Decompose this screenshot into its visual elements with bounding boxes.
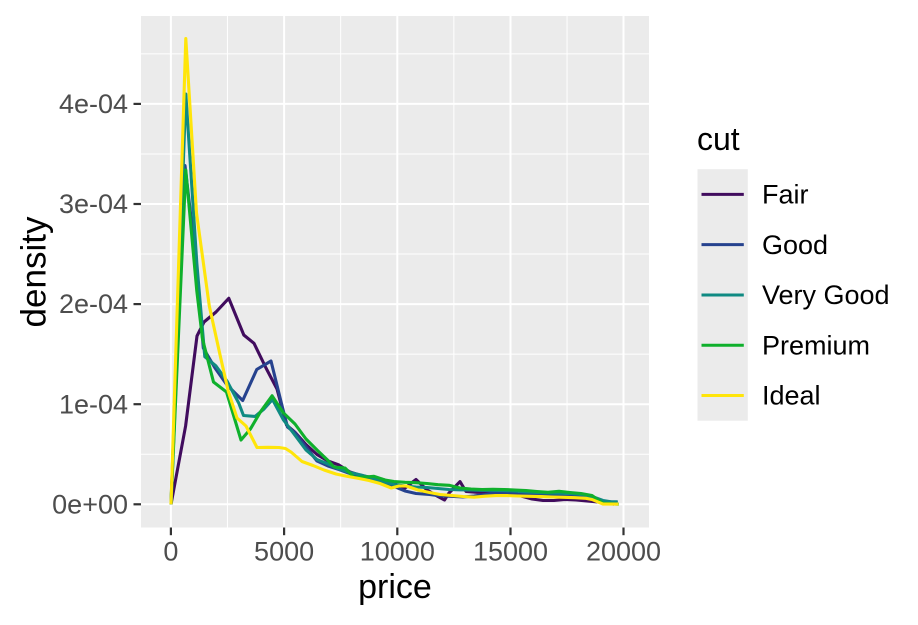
svg-text:4e-04: 4e-04 [59, 89, 128, 119]
svg-text:price: price [358, 568, 432, 606]
svg-text:1e-04: 1e-04 [59, 389, 128, 419]
svg-text:Premium: Premium [762, 330, 870, 360]
svg-text:10000: 10000 [360, 537, 435, 567]
svg-text:Ideal: Ideal [762, 381, 821, 411]
svg-text:0: 0 [163, 537, 178, 567]
svg-text:0e+00: 0e+00 [52, 489, 128, 519]
svg-text:20000: 20000 [586, 537, 661, 567]
svg-text:Fair: Fair [762, 180, 809, 210]
svg-text:density: density [15, 216, 54, 327]
svg-text:Good: Good [762, 230, 828, 260]
svg-text:5000: 5000 [254, 537, 314, 567]
svg-text:3e-04: 3e-04 [59, 189, 128, 219]
svg-text:15000: 15000 [473, 537, 548, 567]
svg-text:2e-04: 2e-04 [59, 289, 128, 319]
svg-text:cut: cut [697, 121, 740, 157]
svg-text:Very Good: Very Good [762, 280, 890, 310]
